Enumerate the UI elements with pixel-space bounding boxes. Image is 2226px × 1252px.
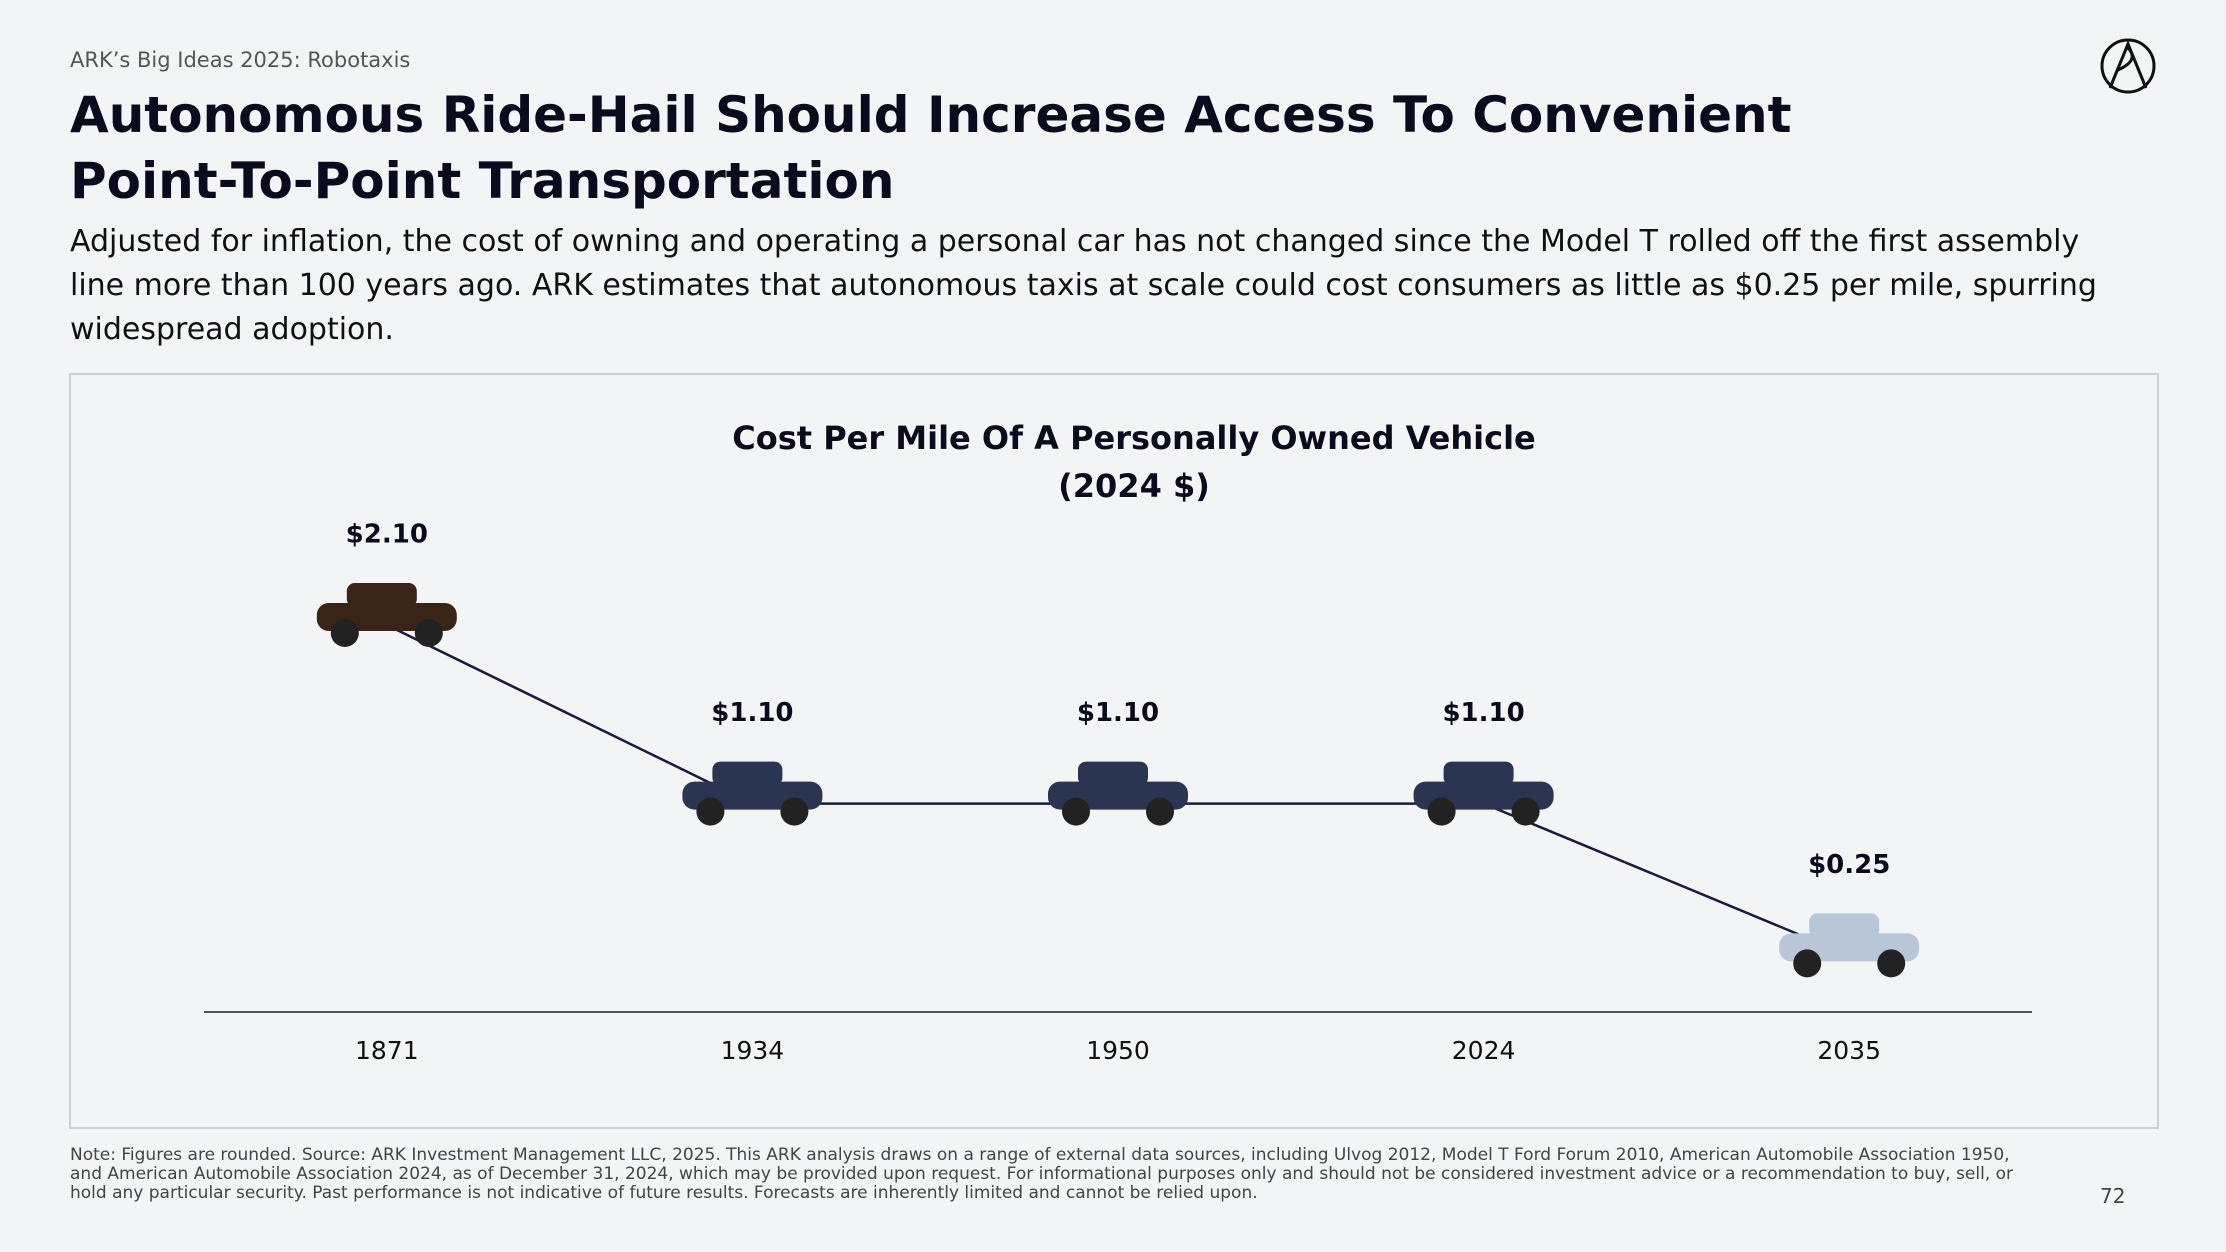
title: Autonomous Ride-Hail Should Increase Acc… (70, 86, 1792, 210)
vehicle (316, 583, 457, 647)
vehicle-cabin (346, 583, 417, 607)
x-tick-label: 2035 (1817, 1036, 1881, 1065)
value-label: $1.10 (711, 698, 793, 728)
x-tick-label: 1871 (355, 1036, 419, 1065)
vehicle (682, 761, 823, 826)
value-label: $1.10 (1442, 698, 1524, 728)
wheel (780, 797, 809, 826)
wheel (1511, 797, 1540, 826)
wheel (1793, 949, 1822, 978)
footnote: Note: Figures are rounded. Source: ARK I… (70, 1145, 2014, 1203)
vehicle (1048, 761, 1188, 826)
wheel (696, 797, 725, 826)
wheel (1877, 949, 1906, 978)
vehicle-cabin (1809, 913, 1880, 938)
x-tick-label: 2024 (1452, 1036, 1516, 1065)
subtitle: Adjusted for inflation, the cost of owni… (70, 224, 2097, 347)
wheel (414, 619, 443, 647)
chart-subtitle: (2024 $) (1058, 467, 1210, 505)
value-label: $0.25 (1808, 850, 1890, 880)
x-tick-label: 1934 (721, 1036, 785, 1065)
wheel (330, 619, 359, 647)
chart-frame (69, 373, 2159, 1129)
x-tick-label: 1950 (1086, 1036, 1150, 1065)
page-number: 72 (2100, 1184, 2126, 1208)
chart-title: Cost Per Mile Of A Personally Owned Vehi… (732, 419, 1536, 457)
wheel (1427, 797, 1456, 826)
logo-mark (2108, 40, 2148, 89)
vehicle (1779, 913, 1920, 978)
kicker: ARK’s Big Ideas 2025: Robotaxis (70, 48, 411, 72)
vehicle-cabin (1443, 761, 1514, 786)
value-label: $1.10 (1077, 698, 1159, 728)
vehicle (1413, 761, 1554, 826)
logo (2100, 38, 2156, 94)
value-label: $2.10 (346, 520, 428, 550)
vehicle-cabin (712, 761, 783, 786)
wheel (1062, 797, 1090, 826)
vehicle-cabin (1078, 761, 1148, 786)
wheel (1146, 797, 1174, 826)
